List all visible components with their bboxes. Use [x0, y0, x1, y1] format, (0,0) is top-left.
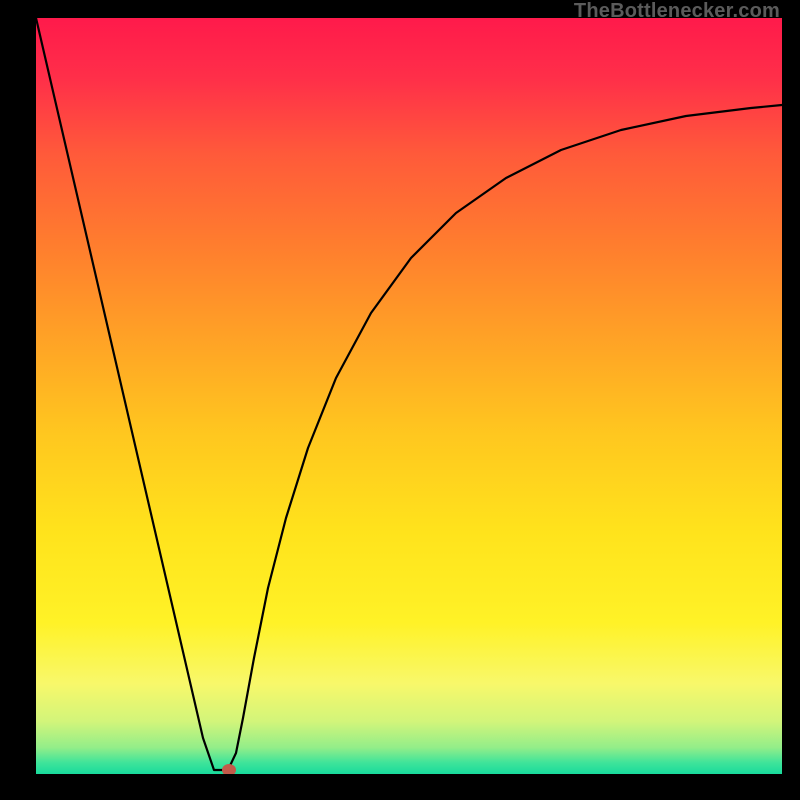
plot-area	[36, 18, 782, 774]
gradient-background	[36, 18, 782, 774]
chart-svg	[36, 18, 782, 774]
watermark-text: TheBottlenecker.com	[574, 0, 780, 23]
